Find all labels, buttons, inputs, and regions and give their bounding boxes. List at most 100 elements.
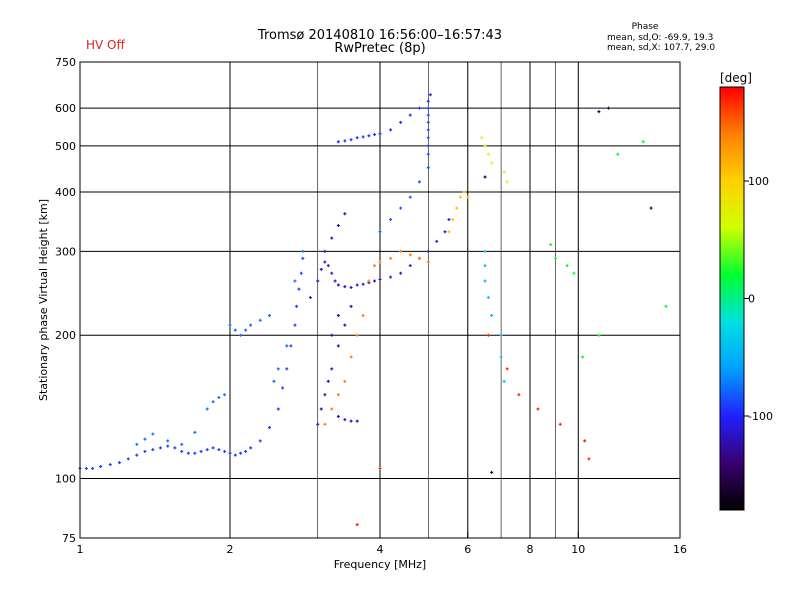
echo-point-s2-p20 (435, 239, 439, 243)
colorbar-label: [deg] (720, 71, 752, 85)
echo-point-s6-p14 (426, 260, 430, 264)
y-axis-label: Stationary phase Virtual Height [km] (37, 199, 50, 401)
colorbar-tick-label-0: -100 (748, 410, 773, 423)
echo-point-s4-p6 (343, 323, 347, 327)
echo-point-s1-p9 (223, 393, 227, 397)
echo-point-s0-p30 (285, 367, 289, 371)
echo-point-s8-p4 (502, 170, 506, 174)
echo-point-s11-p3 (607, 106, 611, 110)
echo-point-s3-p1 (343, 139, 347, 143)
echo-point-s4-p13 (330, 236, 334, 240)
echo-point-s12-p7 (641, 140, 645, 144)
chart-subtitle: RwPretec (8p) (334, 41, 426, 56)
echo-point-s0-p1 (84, 466, 88, 470)
x-tick-label-0: 1 (77, 543, 84, 556)
echo-point-s9-p7 (502, 379, 506, 383)
echo-point-s9-p5 (499, 333, 503, 337)
echo-point-s7-p1 (451, 218, 455, 222)
echo-point-s5-p8 (426, 136, 430, 140)
echo-point-s0-p33 (295, 304, 299, 308)
echo-point-s0-p4 (108, 463, 112, 467)
echo-point-s3-p2 (349, 138, 353, 142)
echo-point-s0-p22 (233, 453, 237, 457)
x-tick-label-1: 2 (227, 543, 234, 556)
echo-point-s2-p17 (408, 264, 412, 268)
echo-point-s7-p2 (455, 206, 459, 210)
echo-point-s11-p1 (490, 470, 494, 474)
echo-point-s9-p1 (483, 264, 487, 268)
echo-point-s6-p12 (408, 253, 412, 257)
echo-point-s5-p1 (389, 218, 393, 222)
echo-point-s0-p19 (217, 448, 221, 452)
echo-point-s10-p4 (558, 422, 562, 426)
echo-point-s4-p5 (336, 344, 340, 348)
echo-point-s0-p20 (223, 449, 227, 453)
echo-point-s6-p7 (367, 279, 371, 283)
echo-point-s0-p16 (199, 449, 203, 453)
echo-point-s0-p34 (297, 287, 301, 291)
y-tick-label-5: 500 (55, 140, 76, 153)
echo-point-s9-p4 (490, 314, 494, 318)
x-tick-label-6: 16 (673, 543, 687, 556)
echo-point-s1-p17 (272, 379, 276, 383)
echo-point-s1-p15 (258, 318, 262, 322)
echo-point-s4-p11 (355, 419, 359, 423)
echo-point-s6-p8 (373, 264, 377, 268)
echo-point-s5-p11 (426, 113, 430, 117)
echo-point-s1-p19 (285, 344, 289, 348)
x-tick-label-5: 10 (571, 543, 585, 556)
echo-point-s6-p2 (336, 393, 340, 397)
echo-point-s1-p14 (249, 323, 253, 327)
echo-point-s1-p8 (217, 395, 221, 399)
echo-point-s1-p21 (301, 249, 305, 253)
echo-point-s0-p12 (173, 446, 177, 450)
echo-point-s0-p2 (91, 466, 95, 470)
echo-point-s8-p3 (490, 161, 494, 165)
echo-point-s6-p5 (355, 333, 359, 337)
echo-point-s2-p16 (399, 271, 403, 275)
echo-point-s7-p5 (466, 195, 470, 199)
echo-point-s0-p25 (249, 446, 253, 450)
echo-point-s8-p2 (486, 152, 490, 156)
colorbar (719, 86, 745, 511)
echo-point-s1-p0 (135, 442, 139, 446)
echo-point-s1-p6 (205, 407, 209, 411)
echo-point-s1-p4 (180, 442, 184, 446)
echo-point-s4-p0 (316, 422, 320, 426)
echo-point-s10-p8 (355, 523, 359, 527)
echo-point-s7-p4 (462, 190, 466, 194)
echo-point-s0-p35 (299, 271, 303, 275)
echo-point-s4-p14 (336, 224, 340, 228)
hv-status-label: HV Off (86, 38, 125, 52)
y-tick-label-7: 750 (55, 56, 76, 69)
echo-point-s2-p13 (373, 279, 377, 283)
colorbar-tick-label-1: 0 (748, 293, 755, 306)
echo-point-s5-p10 (426, 120, 430, 124)
echo-point-s9-p2 (483, 279, 487, 283)
echo-point-s12-p5 (597, 333, 601, 337)
echo-point-s2-p8 (343, 285, 347, 289)
echo-point-s4-p8 (336, 414, 340, 418)
echo-point-s2-p22 (447, 218, 451, 222)
echo-point-s2-p6 (333, 279, 337, 283)
echo-point-s10-p6 (587, 457, 591, 461)
echo-point-s0-p36 (301, 256, 305, 260)
echo-point-s3-p0 (336, 140, 340, 144)
echo-point-s12-p0 (549, 243, 553, 247)
echo-point-s0-p14 (186, 451, 190, 455)
echo-point-s6-p9 (378, 260, 382, 264)
echo-point-s9-p6 (499, 355, 503, 359)
echo-point-s12-p3 (572, 271, 576, 275)
y-tick-label-3: 300 (55, 245, 76, 258)
echo-point-s7-p0 (447, 230, 451, 234)
echo-point-s5-p6 (426, 152, 430, 156)
echo-point-s2-p4 (326, 264, 330, 268)
echo-point-s6-p1 (330, 407, 334, 411)
echo-point-s5-p5 (426, 166, 430, 170)
echo-point-s3-p8 (389, 128, 393, 132)
echo-point-s3-p10 (408, 113, 412, 117)
y-tick-label-4: 400 (55, 186, 76, 199)
echo-point-s0-p11 (166, 444, 170, 448)
echo-point-s10-p7 (378, 466, 382, 470)
echo-point-s6-p6 (361, 314, 365, 318)
